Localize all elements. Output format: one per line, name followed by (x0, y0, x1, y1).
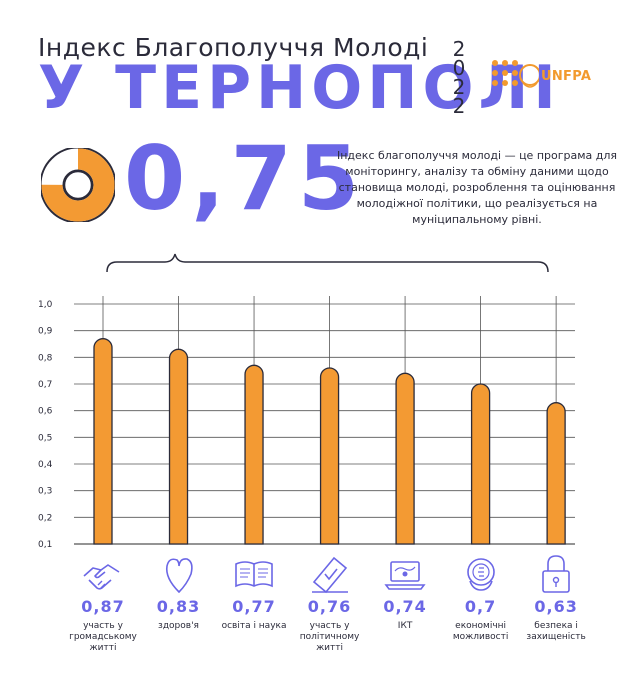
laptop-icon (383, 552, 427, 596)
heart-icon (157, 552, 201, 596)
bar (470, 383, 491, 545)
category-label: участь у громадському житті (69, 621, 137, 653)
year: 2 0 2 2 (451, 37, 467, 118)
y-tick-label: 0,6 (38, 407, 53, 417)
bar (395, 372, 415, 545)
year-digit: 2 (452, 75, 466, 99)
y-tick-label: 0,4 (38, 460, 53, 470)
bar (546, 402, 566, 545)
bar (244, 364, 264, 545)
category-label: освіта і наука (221, 621, 287, 631)
coin-icon (459, 552, 503, 596)
y-tick-label: 0,3 (38, 487, 52, 497)
bar-value-label: 0,74 (383, 597, 427, 616)
category-label: безпека і захищеність (526, 621, 586, 642)
bar-value-label: 0,7 (464, 597, 497, 616)
bar (93, 338, 113, 545)
bar-value-label: 0,87 (81, 597, 125, 616)
year-digit: 2 (452, 94, 466, 118)
y-tick-label: 0,2 (38, 513, 52, 523)
chart-brace (106, 253, 549, 273)
bar-value-label: 0,76 (307, 597, 352, 616)
unfpa-logo-text: UNFPA (541, 69, 592, 84)
padlock-icon (534, 552, 578, 596)
index-value: 0,75 (124, 127, 366, 230)
year-digit: 0 (452, 56, 466, 80)
open-book-icon (232, 552, 276, 596)
y-tick-label: 0,8 (38, 353, 53, 363)
y-tick-label: 0,5 (38, 433, 52, 443)
y-tick-label: 0,7 (38, 380, 52, 390)
y-tick-label: 0,9 (38, 327, 53, 337)
bar-chart: 0,1 0,2 0,3 0,4 0,5 0,6 0,7 0,8 0,9 1,0 (38, 253, 575, 550)
category-label: участь у політичному житті (299, 621, 360, 653)
bar-value-label: 0,63 (534, 597, 578, 616)
index-donut-icon (41, 148, 115, 222)
bar (319, 367, 340, 545)
bar (168, 348, 189, 545)
title-line-1: Індекс Благополуччя Молоді (38, 33, 429, 62)
y-tick-label: 1,0 (38, 300, 53, 310)
index-description: Індекс благополуччя молоді — це програма… (336, 149, 618, 226)
category-label: здоров'я (158, 621, 199, 631)
category-label: ІКТ (397, 621, 413, 631)
year-digit: 2 (452, 37, 466, 61)
bar-value-label: 0,77 (232, 597, 276, 616)
page-title: У ТЕРНОПОЛІ (38, 53, 561, 123)
category-label: економічні можливості (452, 621, 509, 642)
y-tick-label: 0,1 (38, 540, 52, 550)
un-emblem-icon (492, 60, 539, 88)
bar-value-label: 0,83 (156, 597, 201, 616)
handshake-icon (81, 552, 125, 596)
ballot-icon (308, 552, 352, 596)
